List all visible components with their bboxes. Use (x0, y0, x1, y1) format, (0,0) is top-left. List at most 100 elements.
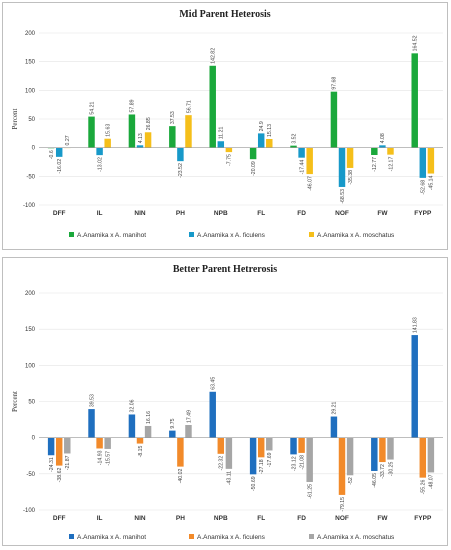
legend-swatch (69, 534, 74, 539)
data-label: -48.07 (429, 474, 435, 489)
data-label: -21.08 (299, 455, 305, 470)
data-label: -23.12 (291, 456, 297, 471)
bar (249, 437, 257, 475)
bar (177, 437, 184, 467)
data-label: -50.69 (251, 476, 257, 491)
bar (209, 391, 216, 438)
bar (144, 425, 152, 438)
bar (411, 335, 418, 438)
legend-label: A.Anamika x A. manihot (77, 232, 146, 239)
data-label: 29.21 (332, 401, 338, 414)
bar (306, 147, 313, 175)
bar (411, 53, 418, 148)
x-category-label: FL (257, 210, 265, 217)
bar (169, 126, 176, 148)
y-tick-label: 50 (28, 117, 35, 123)
data-label: 141.83 (413, 317, 419, 333)
chart-canvas: -100 -50 0 50 100 150 200 Percent -0.6-16.02 0.27… (11, 31, 443, 239)
bar (371, 147, 378, 155)
legend-label: A.Anamika x A. ficulens (197, 534, 266, 541)
bar (55, 147, 63, 157)
data-label: -61.25 (307, 484, 313, 499)
data-label: -55.26 (421, 480, 427, 495)
data-label: -17.44 (299, 160, 305, 175)
x-category-label: FYPP (414, 515, 432, 522)
y-tick-label: -50 (26, 174, 35, 180)
bar (217, 141, 225, 148)
data-label: 32.06 (130, 399, 136, 412)
data-label: -27.18 (259, 459, 265, 474)
chart-title: Mid Parent Heterosis (179, 9, 271, 20)
y-tick-label: -100 (23, 203, 36, 209)
bar (104, 138, 111, 148)
bar (266, 437, 273, 451)
bar (185, 115, 192, 148)
y-axis-label: Percent (11, 391, 19, 412)
data-label: 97.68 (332, 77, 338, 90)
data-label: -24.31 (49, 457, 55, 472)
y-tick-label: -100 (23, 508, 36, 514)
x-category-label: FD (297, 210, 306, 217)
bar (290, 145, 297, 148)
data-label: -38.62 (57, 467, 63, 482)
data-label: 164.52 (413, 35, 419, 51)
bar (169, 430, 176, 438)
y-tick-label: 100 (25, 88, 36, 94)
x-category-label: NIN (134, 515, 146, 522)
data-label: -20.09 (251, 161, 257, 176)
data-label: -12.77 (372, 157, 378, 172)
legend-label: A.Anamika x A. moschatus (317, 232, 395, 239)
data-label: -7.75 (227, 154, 233, 166)
bar (209, 65, 216, 148)
data-label: -15.57 (105, 451, 111, 466)
data-label: 4.08 (380, 133, 386, 143)
y-tick-label: 100 (25, 363, 36, 369)
chart-title: Better Parent Hetrerosis (172, 264, 278, 275)
data-label: 63.45 (211, 377, 217, 390)
bar (88, 116, 95, 148)
legend-label: A.Anamika x A. moschatus (317, 534, 395, 541)
x-category-label: FYPP (414, 210, 432, 217)
x-category-label: IL (97, 210, 103, 217)
data-label: -46.05 (372, 473, 378, 488)
bar (346, 147, 354, 168)
data-label: 142.82 (211, 48, 217, 64)
bar (298, 147, 305, 158)
data-label: -23.52 (178, 163, 184, 178)
x-category-label: IL (97, 515, 103, 522)
data-label: 17.49 (186, 410, 192, 423)
data-label: 3.52 (291, 133, 297, 143)
data-label: 15.63 (105, 124, 111, 137)
data-label: 57.89 (130, 99, 136, 112)
data-label: 15.13 (267, 124, 273, 137)
data-label: 54.21 (89, 101, 95, 114)
bar (387, 437, 394, 460)
data-label: -68.53 (340, 189, 346, 204)
bar (249, 147, 257, 160)
bar (177, 147, 184, 162)
x-category-label: FW (377, 515, 388, 522)
legend-swatch (189, 232, 194, 237)
bar (346, 437, 354, 476)
x-category-label: NPB (214, 210, 228, 217)
y-tick-label: 150 (25, 327, 36, 333)
data-label: -22.32 (219, 456, 225, 471)
bar (55, 437, 63, 466)
bar (427, 437, 435, 473)
bar (298, 437, 305, 453)
x-category-label: NOF (335, 515, 349, 522)
y-tick-label: 200 (25, 291, 36, 297)
legend-swatch (309, 232, 314, 237)
x-category-label: NOF (335, 210, 349, 217)
bar (257, 437, 265, 458)
bar (427, 147, 435, 174)
x-category-label: PH (176, 210, 185, 217)
data-label: -12.17 (388, 157, 394, 172)
y-tick-label: 150 (25, 60, 36, 66)
x-category-label: FD (297, 515, 306, 522)
data-label: -0.6 (49, 150, 55, 159)
bar (47, 437, 55, 456)
bar (338, 437, 346, 495)
bar (306, 437, 313, 482)
data-label: 0.27 (65, 135, 71, 145)
